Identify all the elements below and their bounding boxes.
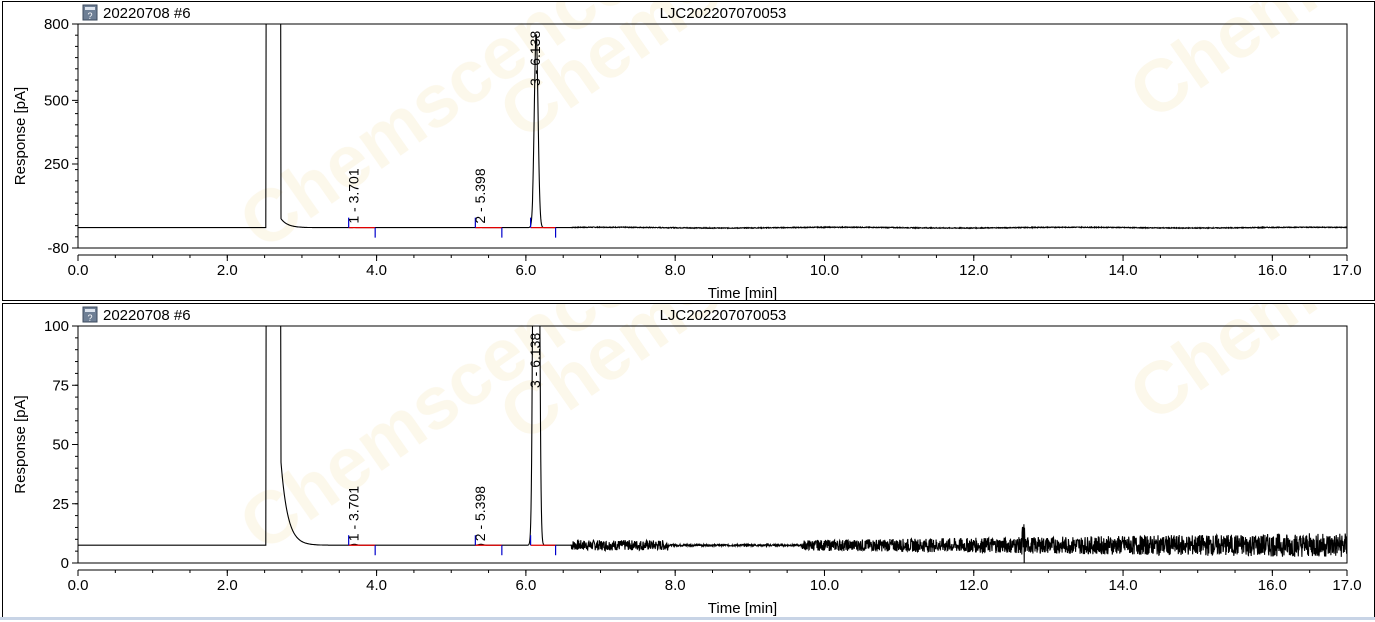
y-axis-label: Response [pA] (12, 87, 29, 185)
x-tick-label: 8.0 (665, 262, 686, 279)
x-tick-label: 17.0 (1332, 577, 1361, 594)
chromatogram-icon: ? (82, 306, 98, 323)
x-tick-label: 14.0 (1108, 577, 1137, 594)
y-tick-label: 250 (44, 156, 69, 173)
y-tick-label: 75 (52, 377, 69, 394)
y-tick-label: 800 (44, 16, 69, 33)
x-tick-label: 4.0 (366, 577, 387, 594)
chromatogram-panel-zoomed: ChemscenceChemscenceChemscence0.02.04.06… (2, 107, 1375, 618)
y-tick-label: 100 (44, 318, 69, 335)
signal-trace (78, 326, 1347, 563)
peak-label: 1 - 3.701 (345, 168, 361, 223)
x-tick-label: 2.0 (217, 577, 238, 594)
x-tick-label: 6.0 (515, 577, 536, 594)
watermark-text: Chemscence (1115, 2, 1374, 135)
x-tick-label: 4.0 (366, 262, 387, 279)
peak-label: 3 - 6.138 (527, 333, 543, 388)
sample-label: 20220708 #6 (103, 307, 191, 324)
y-tick-label: 50 (52, 437, 69, 454)
x-axis-label: Time [min] (708, 285, 777, 300)
chromatogram-panel-full-scale: ChemscenceChemscenceChemscence0.02.04.06… (2, 0, 1375, 302)
chromatogram-chart-full-scale: ChemscenceChemscenceChemscence0.02.04.06… (12, 0, 1375, 302)
x-tick-label: 0.0 (68, 577, 89, 594)
peak-label: 2 - 5.398 (472, 168, 488, 223)
watermark-text: Chemscence (225, 304, 647, 567)
status-strip (0, 617, 1375, 620)
watermark: ChemscenceChemscenceChemscence (225, 0, 1375, 265)
peak-1: 1 - 3.701 (345, 168, 376, 238)
peak-2: 2 - 5.398 (472, 168, 503, 238)
watermark-text: Chemscence (225, 2, 647, 265)
peak-label: 2 - 5.398 (472, 486, 488, 541)
y-tick-label: 25 (52, 496, 69, 513)
x-tick-label: 10.0 (810, 262, 839, 279)
x-tick-label: 17.0 (1332, 262, 1361, 279)
y-tick-label: -80 (47, 240, 69, 257)
peak-label: 3 - 6.138 (527, 31, 543, 86)
peak-label: 1 - 3.701 (345, 486, 361, 541)
peak-3: 3 - 6.138 (527, 333, 557, 556)
x-tick-label: 12.0 (959, 577, 988, 594)
x-tick-label: 8.0 (665, 577, 686, 594)
x-tick-label: 0.0 (68, 262, 89, 279)
peak-2: 2 - 5.398 (472, 486, 503, 556)
x-tick-label: 10.0 (810, 577, 839, 594)
watermark: ChemscenceChemscenceChemscence (225, 107, 1375, 567)
sample-label: 20220708 #6 (103, 5, 191, 22)
x-tick-label: 16.0 (1258, 262, 1287, 279)
watermark-text: Chemscence (1115, 304, 1374, 437)
chart-title: LJC202207070053 (660, 5, 787, 22)
svg-text:?: ? (87, 313, 92, 323)
chart-title: LJC202207070053 (660, 307, 787, 324)
signal-trace (78, 24, 1347, 230)
x-tick-label: 12.0 (959, 262, 988, 279)
y-tick-label: 0 (61, 555, 69, 572)
x-tick-label: 6.0 (515, 262, 536, 279)
svg-text:?: ? (87, 11, 92, 21)
peak-1: 1 - 3.701 (345, 486, 376, 556)
y-tick-label: 500 (44, 92, 69, 109)
chromatogram-icon: ? (82, 4, 98, 21)
peak-3: 3 - 6.138 (527, 31, 557, 238)
x-tick-label: 16.0 (1258, 577, 1287, 594)
x-tick-label: 14.0 (1108, 262, 1137, 279)
x-axis-label: Time [min] (708, 600, 777, 617)
y-axis-label: Response [pA] (12, 395, 29, 493)
x-tick-label: 2.0 (217, 262, 238, 279)
chromatogram-chart-zoomed: ChemscenceChemscenceChemscence0.02.04.06… (12, 107, 1375, 617)
